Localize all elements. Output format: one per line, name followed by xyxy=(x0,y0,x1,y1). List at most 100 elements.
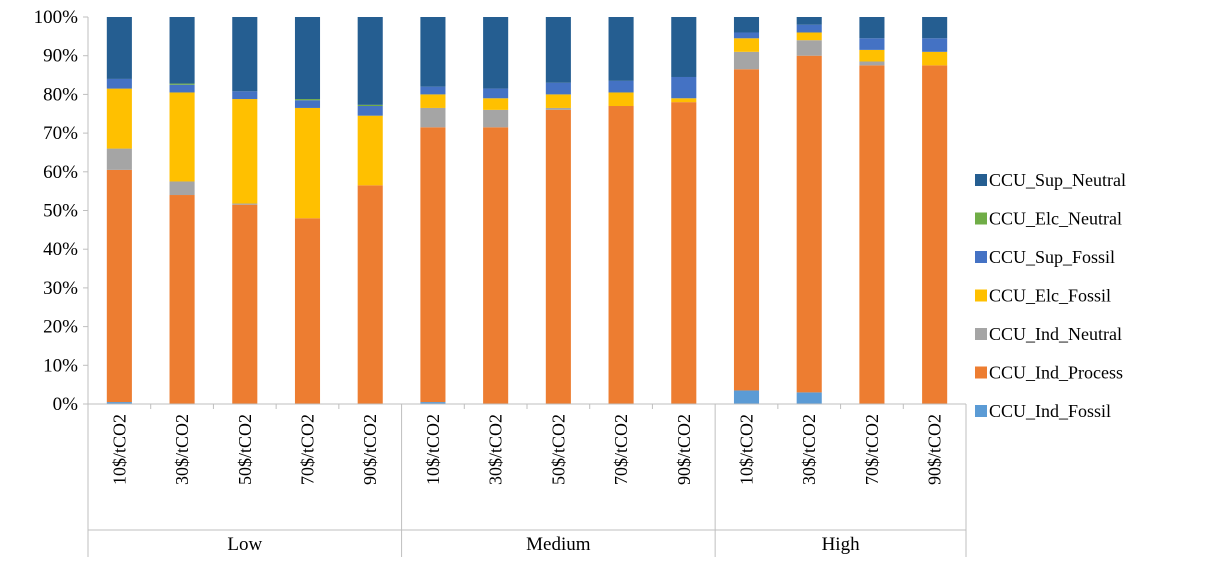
bar-segment-ccu-elc-fossil xyxy=(169,92,195,182)
bar-segment-ccu-elc-fossil xyxy=(796,32,822,41)
y-tick-label: 70% xyxy=(43,123,78,144)
bars-layer xyxy=(106,17,948,405)
bar-segment-ccu-ind-fossil xyxy=(733,390,760,404)
bar-segment-ccu-ind-process xyxy=(545,109,571,404)
bar-segment-ccu-sup-fossil xyxy=(106,78,132,89)
bar-segment-ccu-sup-neutral xyxy=(232,17,258,92)
y-tick-label: 10% xyxy=(43,355,78,376)
bar-segment-ccu-ind-neutral xyxy=(169,181,195,196)
bar-segment-ccu-ind-neutral xyxy=(106,148,132,170)
bar-segment-ccu-sup-neutral xyxy=(922,17,948,39)
bar-segment-ccu-ind-fossil xyxy=(420,402,446,404)
bar-segment-ccu-sup-fossil xyxy=(483,88,509,99)
x-tick-label: 90$/tCO2 xyxy=(360,414,380,485)
bar-segment-ccu-ind-process xyxy=(608,106,634,404)
bar-segment-ccu-elc-fossil xyxy=(733,38,760,52)
x-tick-label: 30$/tCO2 xyxy=(486,414,506,485)
bar-segment-ccu-sup-neutral xyxy=(106,17,132,79)
legend-item: CCU_Ind_Process xyxy=(975,363,1123,383)
bar-segment-ccu-sup-neutral xyxy=(420,17,446,87)
legend-label: CCU_Sup_Fossil xyxy=(989,247,1115,267)
bar-segment-ccu-sup-fossil xyxy=(169,84,195,93)
legend-label: CCU_Ind_Process xyxy=(989,363,1123,383)
bar-segment-ccu-ind-process xyxy=(106,169,132,403)
bar-segment-ccu-ind-process xyxy=(420,127,446,403)
bar-segment-ccu-ind-fossil xyxy=(796,392,822,404)
bar-segment-ccu-ind-process xyxy=(232,204,258,404)
bar-segment-ccu-sup-fossil xyxy=(294,100,321,108)
bar-segment-ccu-sup-fossil xyxy=(420,86,446,95)
legend-label: CCU_Elc_Neutral xyxy=(989,209,1122,229)
bar-segment-ccu-elc-fossil xyxy=(232,99,258,204)
bar-segment-ccu-ind-neutral xyxy=(859,61,885,66)
bar-segment-ccu-sup-neutral xyxy=(733,17,760,33)
x-tick-label: 90$/tCO2 xyxy=(674,414,694,485)
bar-segment-ccu-ind-process xyxy=(294,218,321,404)
bar-segment-ccu-ind-neutral xyxy=(545,107,571,110)
bar-segment-ccu-ind-process xyxy=(483,127,509,405)
bar-segment-ccu-sup-neutral xyxy=(671,17,697,77)
legend-swatch xyxy=(975,405,987,417)
legend: CCU_Sup_Neutral CCU_Elc_Neutral CCU_Sup_Fo… xyxy=(975,170,1126,421)
bar-segment-ccu-ind-process xyxy=(733,69,760,391)
bar-segment-ccu-ind-process xyxy=(357,185,383,404)
bar-segment-ccu-ind-neutral xyxy=(232,203,258,205)
bar-segment-ccu-sup-neutral xyxy=(294,17,321,100)
bar-segment-ccu-ind-process xyxy=(671,102,697,404)
x-tick-label: 70$/tCO2 xyxy=(298,414,318,485)
y-tick-label: 60% xyxy=(43,162,78,183)
bar-segment-ccu-elc-neutral xyxy=(169,83,195,85)
legend-swatch xyxy=(975,328,987,340)
x-tick-label: 30$/tCO2 xyxy=(799,414,819,485)
axes-layer xyxy=(83,16,967,557)
bar-segment-ccu-sup-fossil xyxy=(357,106,383,116)
bar-segment-ccu-elc-fossil xyxy=(483,98,509,110)
bar-segment-ccu-elc-fossil xyxy=(859,49,885,62)
y-tick-label: 100% xyxy=(34,7,79,28)
bar-segment-ccu-ind-neutral xyxy=(796,40,822,56)
bar-segment-ccu-elc-fossil xyxy=(106,88,132,149)
legend-swatch xyxy=(975,212,987,225)
legend-swatch xyxy=(975,251,987,263)
bar-segment-ccu-elc-fossil xyxy=(671,98,697,103)
x-tick-label: 10$/tCO2 xyxy=(737,414,757,485)
bar-segment-ccu-elc-fossil xyxy=(294,107,321,219)
bar-segment-ccu-sup-fossil xyxy=(796,24,822,33)
y-tick-label: 30% xyxy=(43,278,78,299)
x-axis-ticks: 10$/tCO2 30$/tCO2 50$/tCO2 70$/tCO2 90$/tCO2… xyxy=(109,414,944,555)
bar-segment-ccu-sup-neutral xyxy=(357,17,383,105)
legend-label: CCU_Sup_Neutral xyxy=(989,170,1126,190)
bar-segment-ccu-elc-fossil xyxy=(922,51,948,66)
bar-segment-ccu-ind-process xyxy=(859,65,885,404)
legend-item: CCU_Sup_Neutral xyxy=(975,170,1126,190)
bar-segment-ccu-sup-fossil xyxy=(859,38,885,50)
bar-segment-ccu-ind-process xyxy=(796,55,822,393)
legend-item: CCU_Ind_Neutral xyxy=(975,324,1122,344)
bar-segment-ccu-sup-fossil xyxy=(545,82,571,95)
bar-segment-ccu-sup-fossil xyxy=(922,38,948,52)
legend-label: CCU_Ind_Fossil xyxy=(989,401,1111,421)
y-tick-label: 50% xyxy=(43,201,78,222)
x-tick-label: 30$/tCO2 xyxy=(172,414,192,485)
legend-swatch xyxy=(975,289,987,302)
bar-segment-ccu-sup-fossil xyxy=(608,80,634,93)
group-label-medium: Medium xyxy=(526,534,591,555)
bar-segment-ccu-elc-fossil xyxy=(357,115,383,186)
y-tick-label: 20% xyxy=(43,317,78,338)
group-label-low: Low xyxy=(227,534,262,555)
legend-swatch xyxy=(975,366,987,379)
bar-segment-ccu-sup-neutral xyxy=(859,17,885,39)
x-tick-label: 10$/tCO2 xyxy=(109,414,129,485)
legend-item: CCU_Elc_Neutral xyxy=(975,209,1122,229)
bar-segment-ccu-ind-neutral xyxy=(420,107,446,128)
bar-segment-ccu-ind-neutral xyxy=(733,51,760,70)
bar-segment-ccu-sup-fossil xyxy=(232,91,258,100)
legend-label: CCU_Ind_Neutral xyxy=(989,324,1122,344)
legend-label: CCU_Elc_Fossil xyxy=(989,286,1111,306)
bar-segment-ccu-sup-fossil xyxy=(733,32,760,39)
bar-segment-ccu-elc-fossil xyxy=(420,94,446,108)
bar-segment-ccu-ind-process xyxy=(169,195,195,404)
bar-segment-ccu-sup-neutral xyxy=(545,17,571,83)
